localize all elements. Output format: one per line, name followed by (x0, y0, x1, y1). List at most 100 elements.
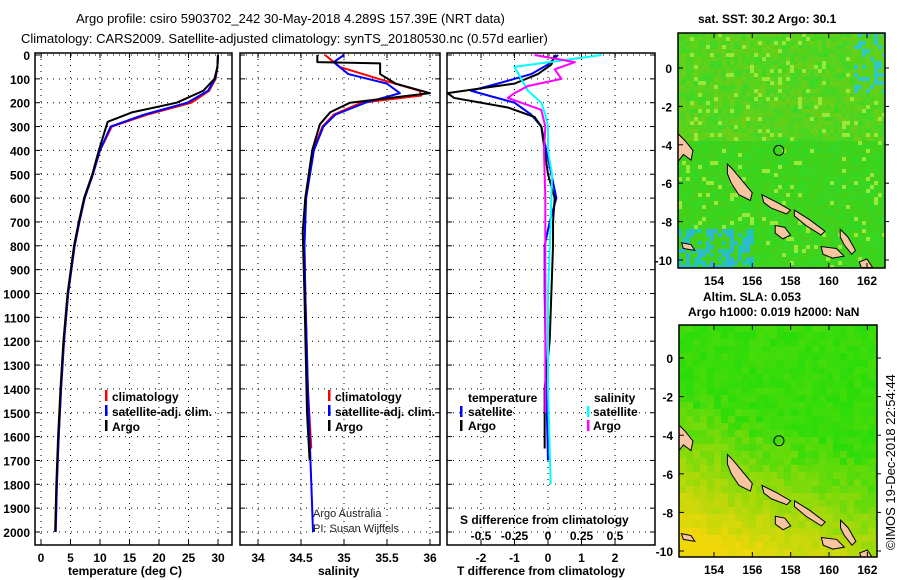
map-cell (858, 153, 863, 158)
map-cell (842, 181, 847, 186)
map-cell (882, 173, 885, 178)
map-cell (682, 177, 687, 182)
map-cell (738, 161, 743, 166)
map-cell (728, 479, 736, 487)
map-cell (738, 69, 743, 74)
map-cell (854, 493, 862, 501)
map-cell (858, 253, 863, 258)
island (793, 209, 826, 236)
map-cell (819, 486, 827, 494)
map-cell (726, 137, 731, 142)
map-cell (814, 213, 819, 218)
map-cell (710, 117, 715, 122)
map-cell (742, 444, 750, 452)
map-cell (778, 177, 783, 182)
map-cell (826, 161, 831, 166)
map-cell (730, 217, 735, 222)
map-cell (707, 514, 715, 522)
map-cell (794, 177, 799, 182)
map-cell (805, 353, 813, 361)
map-cell (721, 346, 729, 354)
map-cell (830, 93, 835, 98)
map-cell (718, 97, 723, 102)
map-cell (742, 416, 750, 424)
map-cell (706, 261, 711, 266)
map-cell (750, 209, 755, 214)
map-cell (698, 153, 703, 158)
map-cell (826, 437, 834, 445)
map-cell (798, 137, 803, 142)
map-cell (794, 221, 799, 226)
map-cell (822, 37, 827, 42)
map-cell (721, 472, 729, 480)
map-cell (770, 528, 778, 536)
map-cell (878, 133, 883, 138)
map-cell (686, 133, 691, 138)
map-cell (728, 444, 736, 452)
map-cell (850, 205, 855, 210)
map-cell (742, 77, 747, 82)
map-cell (838, 53, 843, 58)
map-cell (806, 193, 811, 198)
map-cell (763, 451, 771, 459)
map-cell (854, 360, 862, 368)
map-cell (866, 213, 871, 218)
map-cell (810, 257, 815, 262)
map-cell (754, 97, 759, 102)
map-cell (721, 325, 729, 333)
map-cell (802, 185, 807, 190)
map-cell (782, 41, 787, 46)
map-cell (840, 479, 848, 487)
map-cell (854, 153, 859, 158)
map-cell (818, 149, 823, 154)
map-cell (678, 257, 683, 262)
map-cell (702, 69, 707, 74)
map-cell (694, 129, 699, 134)
map-cell (754, 41, 759, 46)
map-cell (774, 97, 779, 102)
lat-tick-label: 0 (665, 62, 672, 76)
map-cell (854, 157, 859, 162)
map-cell (693, 388, 701, 396)
map-cell (762, 97, 767, 102)
map-cell (690, 53, 695, 58)
map-cell (846, 93, 851, 98)
map-cell (686, 77, 691, 82)
map-cell (818, 169, 823, 174)
map-cell (854, 133, 859, 138)
map-cell (734, 217, 739, 222)
map-cell (750, 149, 755, 154)
map-cell (870, 85, 875, 90)
map-cell (814, 45, 819, 50)
map-cell (878, 189, 883, 194)
map-cell (700, 458, 708, 466)
map-cell (834, 213, 839, 218)
map-cell (686, 49, 691, 54)
profile-line-argo (54, 54, 219, 533)
map-cell (710, 209, 715, 214)
map-cell (814, 181, 819, 186)
map-cell (850, 137, 855, 142)
x-tick-label: 2 (612, 551, 619, 565)
map-cell (726, 185, 731, 190)
map-cell (854, 221, 859, 226)
map-cell (778, 181, 783, 186)
map-cell (846, 173, 851, 178)
map-cell (754, 237, 759, 242)
map-cell (698, 121, 703, 126)
island (839, 228, 857, 255)
map-cell (678, 89, 683, 94)
map-cell (850, 65, 855, 70)
map-cell (686, 129, 691, 134)
map-cell (730, 145, 735, 150)
map-cell (679, 465, 687, 473)
map-cell (834, 137, 839, 142)
map-cell (826, 423, 834, 431)
map-cell (826, 181, 831, 186)
map-cell (798, 113, 803, 118)
map-cell (714, 416, 722, 424)
map-cell (730, 213, 735, 218)
map-cell (749, 346, 757, 354)
island (726, 453, 753, 492)
map-cell (698, 173, 703, 178)
